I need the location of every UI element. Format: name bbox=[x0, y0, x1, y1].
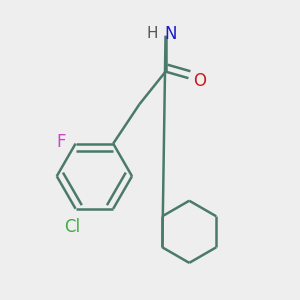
Text: F: F bbox=[56, 133, 66, 151]
Text: H: H bbox=[147, 26, 158, 41]
Text: N: N bbox=[164, 25, 177, 43]
Text: O: O bbox=[194, 72, 206, 90]
Text: Cl: Cl bbox=[64, 218, 80, 236]
